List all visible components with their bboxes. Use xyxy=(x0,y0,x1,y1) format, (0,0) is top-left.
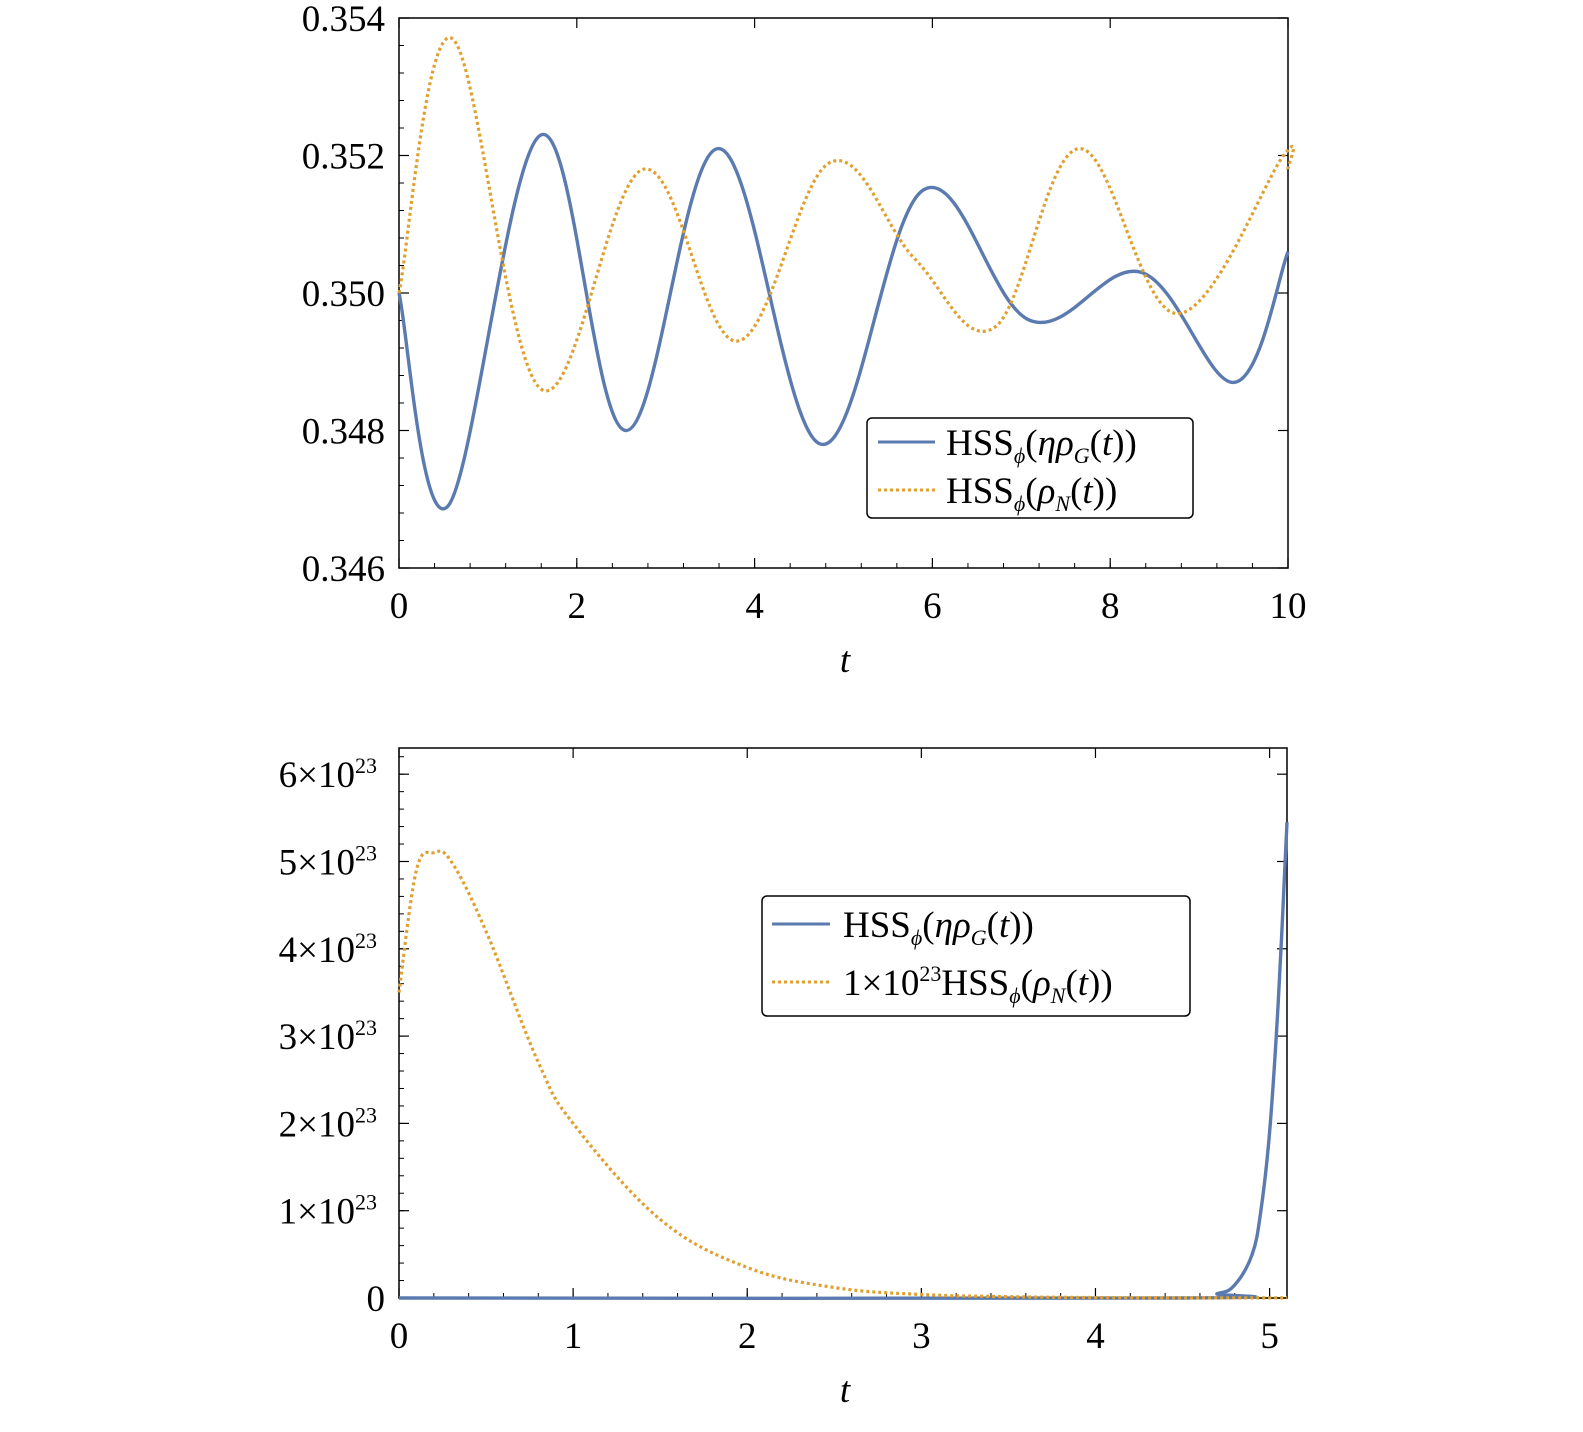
series-lines xyxy=(397,822,1289,1301)
chart-top: 0 2 4 6 8 10 0.346 0.348 0.350 0.352 0.354 t HSSϕ… xyxy=(302,0,1307,681)
y-tick-label: 4×1023 xyxy=(279,928,377,971)
x-tick-label: 4 xyxy=(1086,1316,1105,1357)
x-tick-label: 5 xyxy=(1260,1316,1279,1357)
y-tick-label: 2×1023 xyxy=(279,1102,377,1145)
x-tick-label: 0 xyxy=(390,1316,409,1357)
chart-bottom: 0 1 2 3 4 5 0 1×1023 2×1023 3×1023 4×1023 5×1023 6×… xyxy=(279,747,1289,1411)
x-tick-label: 1 xyxy=(564,1316,583,1357)
legend-label-series-1: HSSϕ(ρN(t)) xyxy=(946,471,1117,516)
series-line-1 xyxy=(397,36,1296,393)
y-tick-label: 3×1023 xyxy=(279,1015,377,1058)
y-tick-label: 0.352 xyxy=(302,137,385,178)
y-tick-label: 6×1023 xyxy=(279,753,377,796)
x-axis-title: t xyxy=(840,640,852,681)
y-tick-label: 0.346 xyxy=(302,549,385,590)
series-line-0 xyxy=(397,133,1290,511)
y-tick-label: 1×1023 xyxy=(279,1190,377,1233)
x-tick-label: 10 xyxy=(1270,586,1307,627)
y-tick-label: 0.354 xyxy=(302,0,385,40)
x-tick-label: 2 xyxy=(568,586,587,627)
legend-box xyxy=(761,895,1191,1017)
legend-label-series-1: 1×1023HSSϕ(ρN(t)) xyxy=(843,961,1113,1008)
x-tick-label: 3 xyxy=(912,1316,931,1357)
legend-label-series-0: HSSϕ(ηρG(t)) xyxy=(843,905,1034,950)
legend-label-series-0: HSSϕ(ηρG(t)) xyxy=(946,423,1137,468)
x-tick-label: 2 xyxy=(738,1316,757,1357)
legend: HSSϕ(ηρG(t)) 1×1023HSSϕ(ρN(t)) xyxy=(761,895,1191,1017)
x-tick-label: 4 xyxy=(745,586,764,627)
x-tick-labels: 0 2 4 6 8 10 xyxy=(390,586,1307,627)
series-line-1 xyxy=(397,849,1288,1300)
x-tick-label: 8 xyxy=(1101,586,1120,627)
tick-marks xyxy=(398,748,1287,1299)
series-lines xyxy=(397,36,1296,511)
y-tick-label: 5×1023 xyxy=(279,840,377,883)
x-tick-labels: 0 1 2 3 4 5 xyxy=(390,1316,1279,1357)
legend-box xyxy=(866,417,1194,519)
y-tick-labels: 0 1×1023 2×1023 3×1023 4×1023 5×1023 6×1023 xyxy=(279,753,385,1320)
legend: HSSϕ(ηρG(t)) HSSϕ(ρN(t)) xyxy=(866,417,1194,519)
y-tick-labels: 0.346 0.348 0.350 0.352 0.354 xyxy=(302,0,385,590)
y-tick-label: 0.348 xyxy=(302,412,385,453)
y-tick-label: 0 xyxy=(367,1279,386,1320)
x-tick-label: 6 xyxy=(923,586,942,627)
series-line-0 xyxy=(398,822,1289,1301)
plot-frame xyxy=(398,747,1288,1299)
y-tick-label: 0.350 xyxy=(302,274,385,315)
x-tick-label: 0 xyxy=(390,586,409,627)
x-axis-title: t xyxy=(840,1370,852,1411)
